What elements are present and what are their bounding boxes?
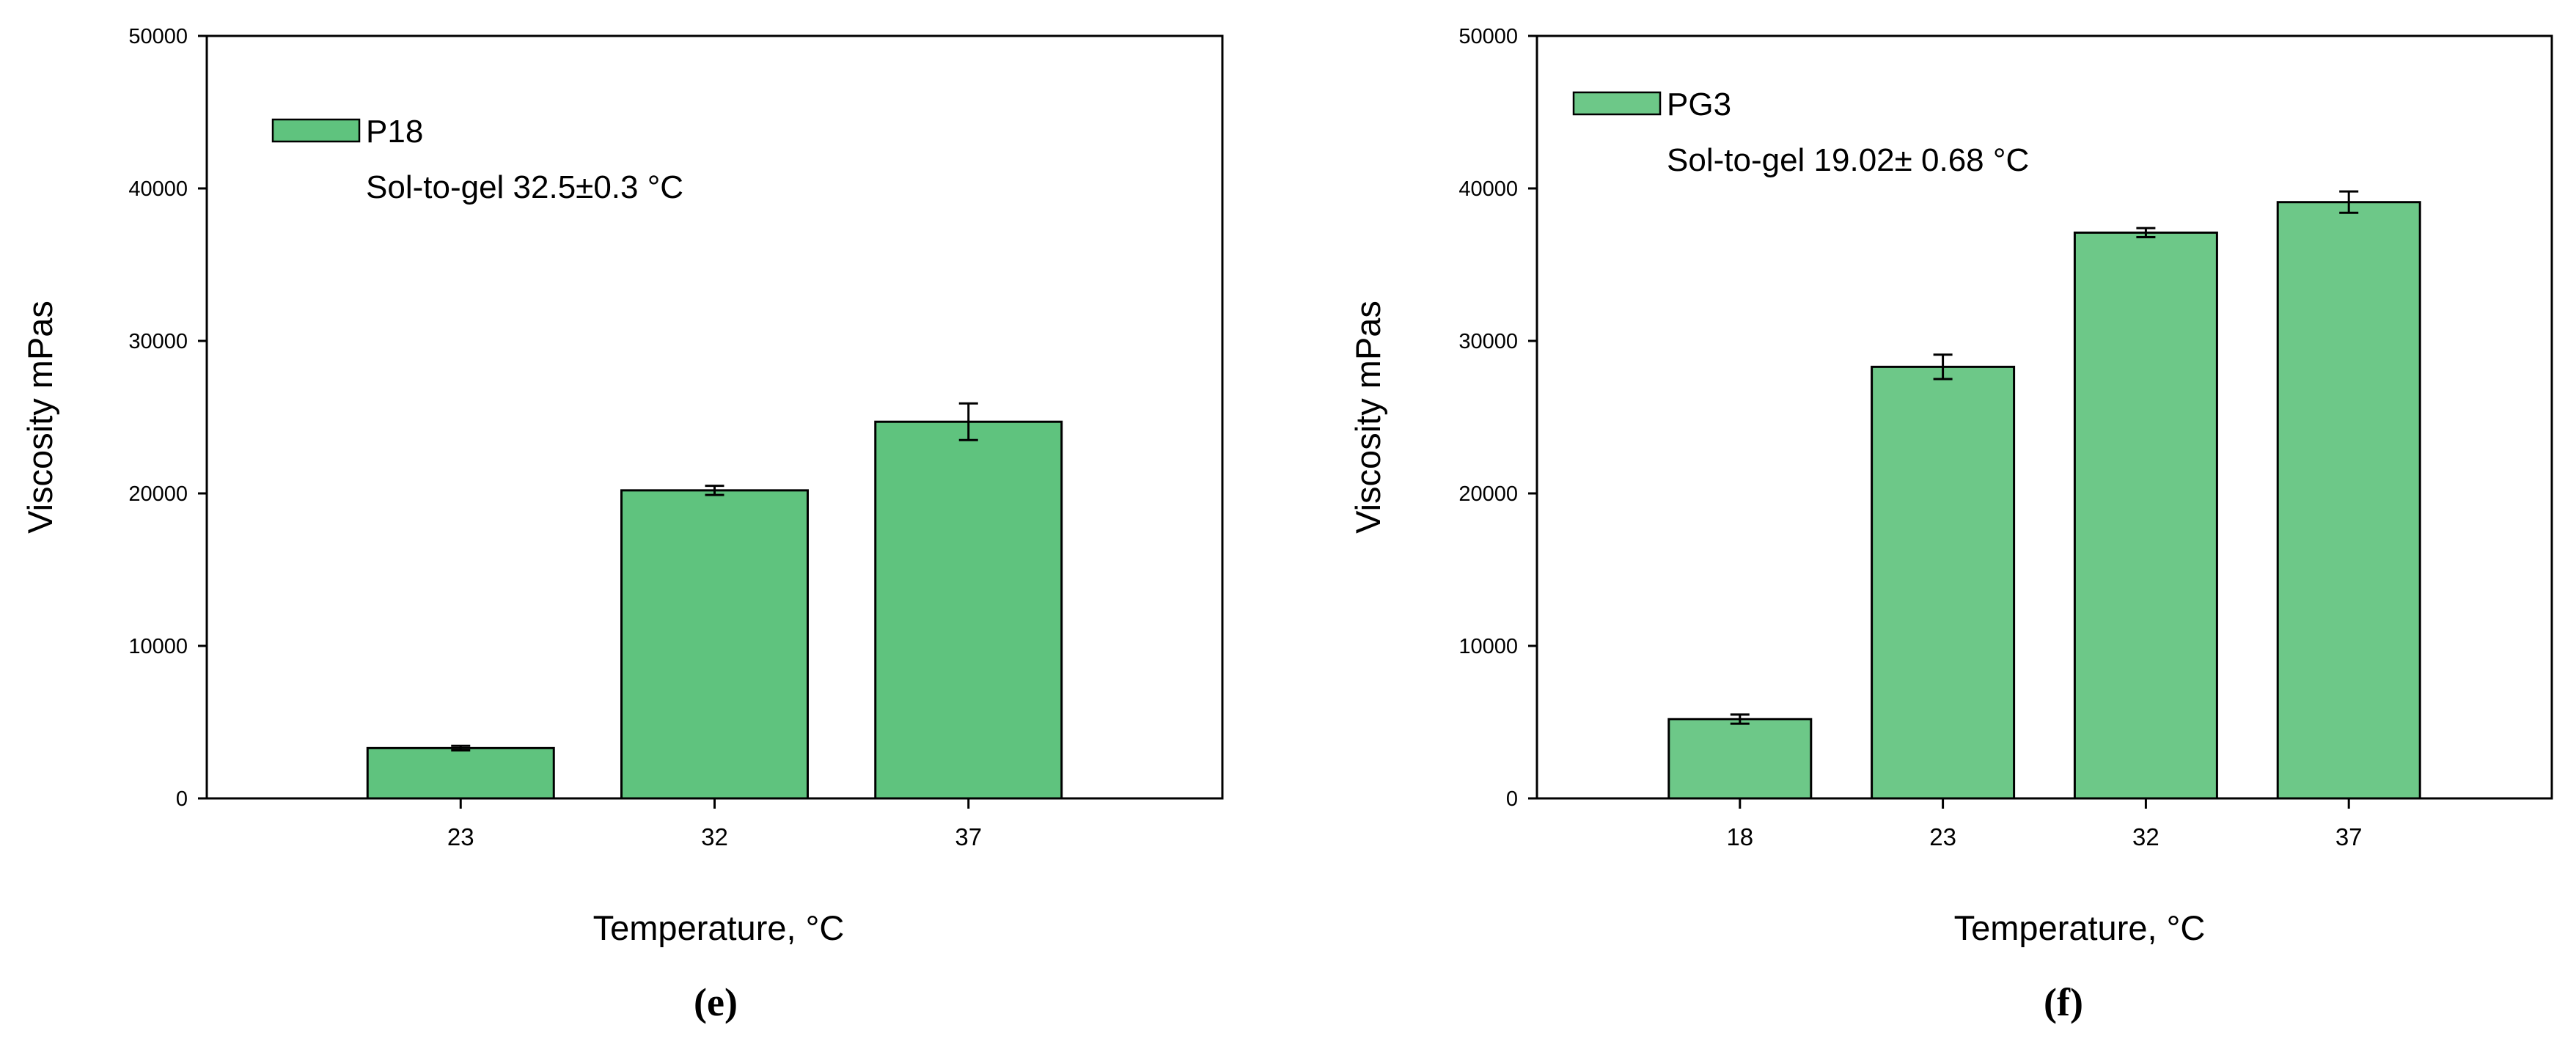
error-bar — [705, 485, 724, 496]
y-tick-label: 50000 — [1458, 25, 1518, 48]
panel-label: (e) — [694, 980, 738, 1024]
error-bar — [1933, 353, 1953, 381]
legend-swatch — [271, 118, 361, 143]
y-tick-label: 10000 — [128, 635, 188, 658]
y-axis: 0 10000 20000 30000 40000 50000 — [128, 25, 207, 811]
x-axis-title: Temperature, °C — [593, 908, 845, 947]
y-axis-title: Viscosity mPas — [1348, 301, 1387, 534]
y-tick-label: 50000 — [128, 25, 188, 48]
legend-swatch — [1572, 91, 1662, 116]
chart-panel-e: 0 10000 20000 30000 40000 50000 23 32 37 P18 So… — [0, 0, 1247, 1044]
y-tick-label: 0 — [1506, 787, 1518, 811]
x-tick-label: 37 — [2335, 823, 2363, 850]
bar — [2276, 201, 2421, 800]
y-tick-label: 10000 — [1458, 635, 1518, 658]
legend-note: Sol-to-gel 32.5±0.3 °C — [366, 169, 683, 205]
error-bar — [2136, 227, 2156, 239]
plot-frame — [1535, 34, 2553, 800]
y-tick-label: 40000 — [128, 177, 188, 201]
error-bars-group — [1730, 190, 2359, 725]
bar — [1871, 365, 2016, 800]
error-bar — [2339, 190, 2359, 214]
y-tick-label: 0 — [176, 787, 188, 811]
error-bar — [958, 402, 978, 441]
legend: PG3 Sol-to-gel 19.02± 0.68 °C — [1572, 87, 2029, 178]
bar — [2073, 231, 2218, 800]
error-bar — [451, 744, 471, 751]
legend-series-name: P18 — [366, 114, 423, 150]
x-tick-label: 23 — [447, 823, 474, 850]
y-tick-label: 30000 — [1458, 330, 1518, 353]
panel-label: (f) — [2044, 980, 2083, 1024]
chart-svg-e: 0 10000 20000 30000 40000 50000 23 32 37 P18 So… — [21, 25, 1224, 1024]
bars-group — [366, 420, 1063, 800]
x-axis: 18 23 32 37 — [1726, 798, 2363, 850]
y-tick-label: 40000 — [1458, 177, 1518, 201]
bar — [1667, 718, 1813, 800]
legend-note: Sol-to-gel 19.02± 0.68 °C — [1667, 142, 2029, 178]
chart-panel-f: 0 10000 20000 30000 40000 50000 18 23 32 37 PG3 … — [1324, 0, 2571, 1044]
y-tick-label: 20000 — [128, 482, 188, 506]
bar — [620, 489, 809, 800]
x-tick-label: 32 — [2132, 823, 2159, 850]
bar — [366, 746, 555, 800]
x-tick-label: 23 — [1929, 823, 1956, 850]
y-axis: 0 10000 20000 30000 40000 50000 — [1458, 25, 1537, 811]
y-tick-label: 30000 — [128, 330, 188, 353]
error-bars-group — [451, 402, 978, 751]
bars-group — [1667, 201, 2421, 800]
x-tick-label: 18 — [1726, 823, 1753, 850]
x-axis-title: Temperature, °C — [1954, 908, 2206, 947]
x-axis: 23 32 37 — [447, 798, 982, 850]
legend-series-name: PG3 — [1667, 87, 1731, 122]
x-tick-label: 37 — [955, 823, 982, 850]
error-bar — [1730, 713, 1750, 725]
legend: P18 Sol-to-gel 32.5±0.3 °C — [271, 114, 683, 205]
y-tick-label: 20000 — [1458, 482, 1518, 506]
bar — [874, 420, 1063, 800]
chart-svg-f: 0 10000 20000 30000 40000 50000 18 23 32 37 PG3 … — [1348, 25, 2553, 1024]
x-tick-label: 32 — [701, 823, 728, 850]
y-axis-title: Viscosity mPas — [21, 301, 59, 534]
